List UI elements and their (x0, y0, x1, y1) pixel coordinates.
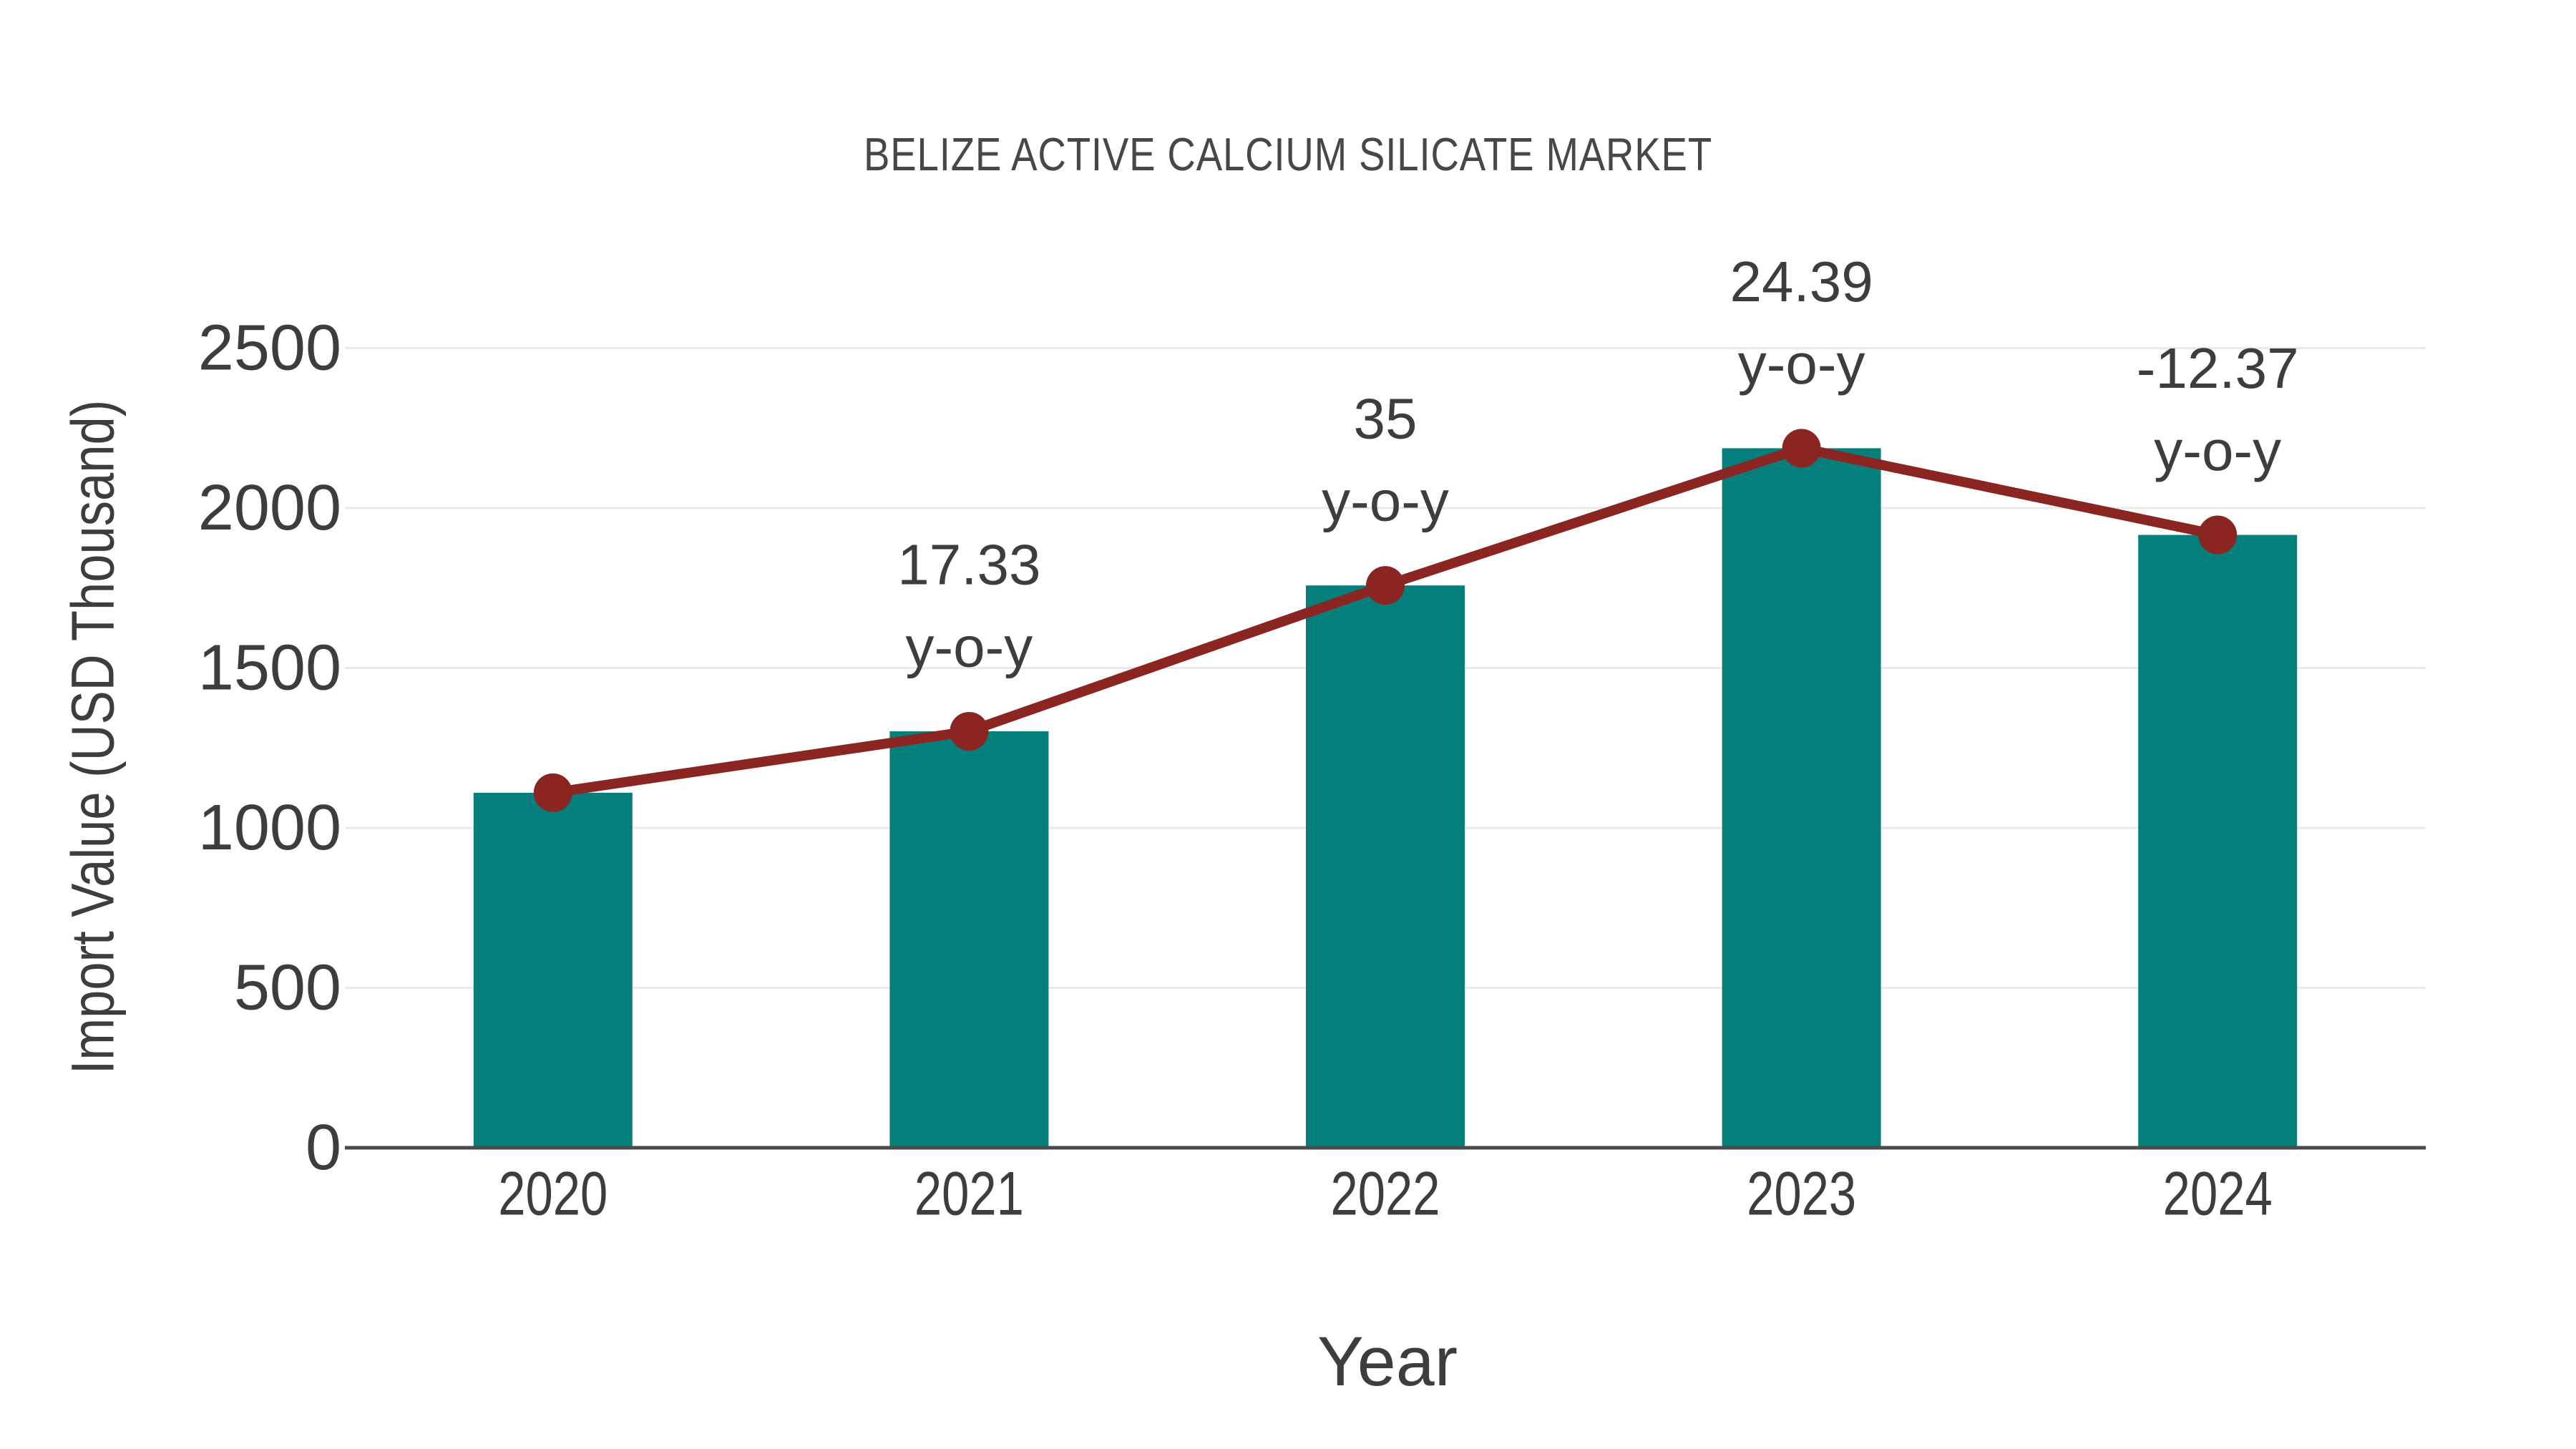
y-tick-label-1000: 1000 (198, 792, 341, 864)
annotation-suffix-2023: y-o-y (1738, 332, 1865, 396)
annotation-value-2024: -12.37 (2137, 336, 2299, 400)
x-axis-title: Year (1317, 1322, 1458, 1400)
chart-title: BELIZE ACTIVE CALCIUM SILICATE MARKET (863, 128, 1713, 180)
annotation-value-2021: 17.33 (897, 533, 1040, 597)
x-tick-label-2021: 2021 (914, 1159, 1024, 1228)
annotation-suffix-2021: y-o-y (906, 615, 1033, 679)
y-tick-label-2500: 2500 (198, 313, 341, 384)
annotation-value-2023: 24.39 (1729, 250, 1873, 313)
bar-2024 (2138, 535, 2298, 1148)
bar-2022 (1306, 585, 1465, 1148)
y-tick-label-2000: 2000 (198, 472, 341, 544)
y-tick-label-0: 0 (306, 1112, 341, 1184)
x-tick-label-2022: 2022 (1330, 1159, 1440, 1228)
y-tick-label-1500: 1500 (198, 633, 341, 704)
bar-2023 (1722, 448, 1881, 1148)
x-tick-label-2024: 2024 (2163, 1159, 2273, 1228)
data-point-marker-2022 (1366, 566, 1405, 605)
annotation-suffix-2022: y-o-y (1322, 469, 1449, 533)
bar-2021 (889, 731, 1049, 1148)
x-tick-label-2020: 2020 (498, 1159, 608, 1228)
y-axis-title: Import Value (USD Thousand) (59, 399, 127, 1075)
annotation-value-2022: 35 (1354, 387, 1418, 451)
data-point-marker-2024 (2198, 515, 2238, 555)
bar-2020 (473, 792, 633, 1148)
data-point-marker-2021 (950, 712, 989, 751)
x-tick-label-2023: 2023 (1747, 1159, 1856, 1228)
data-point-marker-2020 (533, 773, 572, 812)
data-point-marker-2023 (1782, 429, 1821, 468)
y-tick-label-500: 500 (234, 952, 341, 1024)
annotation-suffix-2024: y-o-y (2154, 419, 2281, 482)
